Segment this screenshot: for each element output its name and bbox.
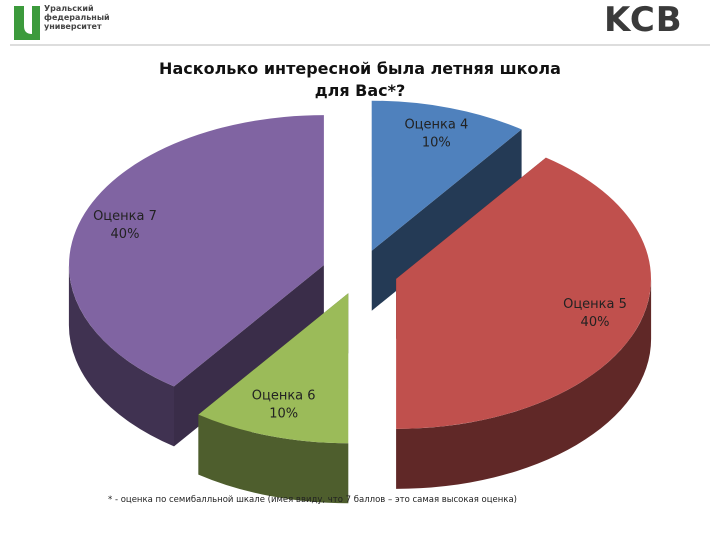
logo-mark [14, 6, 40, 40]
pie-slice [371, 100, 522, 251]
slice-value-label: 10% [269, 406, 298, 421]
slice-category-label: Оценка 7 [93, 209, 157, 224]
slice-value-label: 40% [111, 227, 140, 242]
slice-value-label: 10% [422, 136, 451, 151]
slice-category-label: Оценка 6 [252, 388, 316, 403]
slice-category-label: Оценка 5 [563, 297, 627, 312]
slice-side [68, 265, 174, 447]
slice-cut-face [371, 129, 522, 311]
slice-value-label: 40% [581, 315, 610, 330]
slice-side [198, 414, 349, 504]
slice-category-label: Оценка 4 [404, 118, 468, 133]
university-name: Уральский федеральный университет [44, 4, 110, 31]
pie: Оценка 4 10% Оценка 5 40% Оценка 6 10% Оценка … [68, 100, 652, 504]
slice-cut-face [174, 265, 324, 447]
chart-title: Насколько интересной была летняя школа д… [159, 59, 561, 100]
pie-slice [198, 293, 349, 444]
logo-right: KCB [604, 0, 683, 40]
pie-slice [396, 157, 651, 429]
pie-slice [69, 115, 324, 387]
slice-side [396, 278, 652, 489]
footnote: * - оценка по семибалльной шкале (имея в… [108, 495, 517, 505]
